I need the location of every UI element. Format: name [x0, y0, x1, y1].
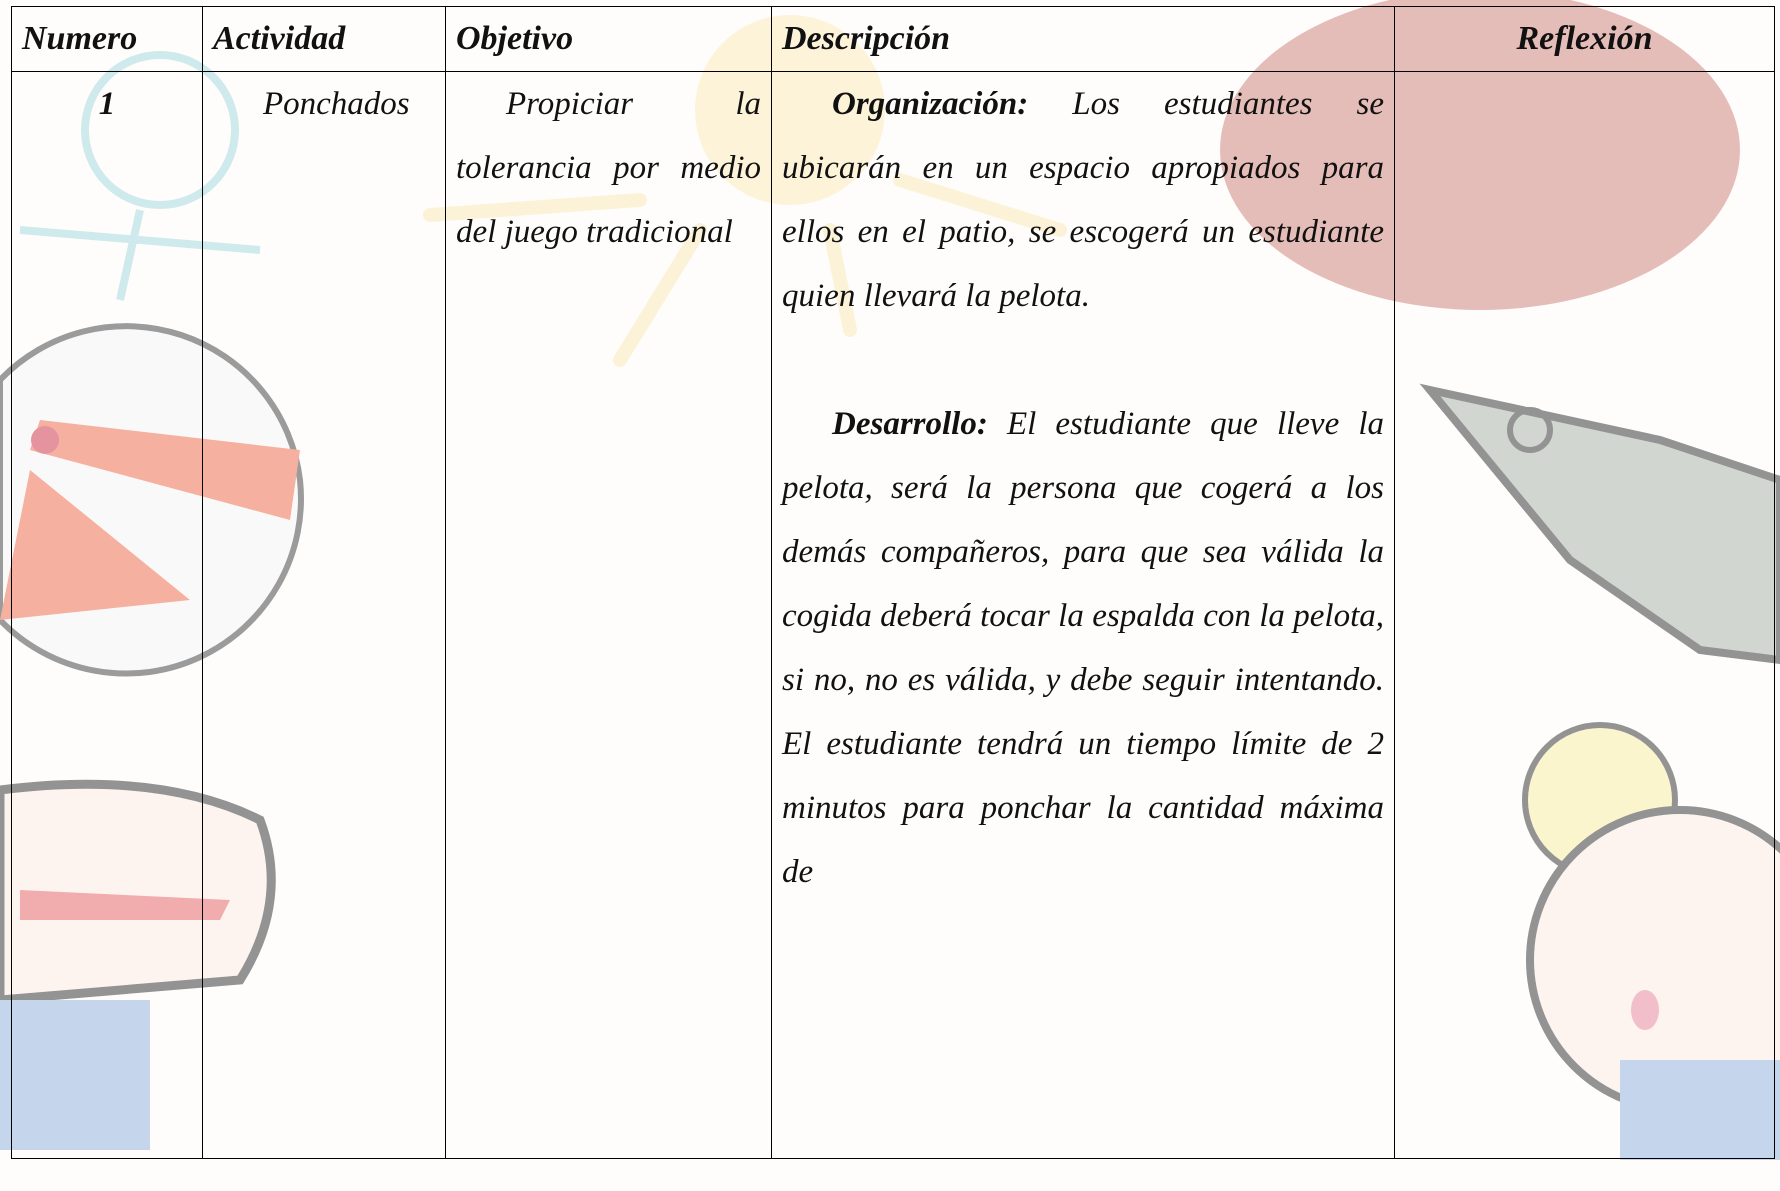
- development-paragraph: Desarrollo: El estudiante que lleve la p…: [782, 392, 1384, 904]
- header-cell: Actividad: [202, 6, 446, 72]
- header-cell: Descripción: [771, 6, 1395, 72]
- activity-cell: Ponchados: [202, 71, 446, 1159]
- number-cell: 1: [11, 71, 203, 1159]
- organization-text: Los estudiantes se ubicarán en un espaci…: [782, 86, 1385, 314]
- reflection-cell: [1394, 71, 1775, 1159]
- header-cell: Reflexión: [1394, 6, 1775, 72]
- header-row: Numero Actividad Objetivo Descripción Re…: [11, 6, 1775, 72]
- organization-paragraph: Organización: Los estudiantes se ubicará…: [782, 73, 1385, 329]
- organization-label: Organización:: [832, 86, 1029, 122]
- objective-cell: Propiciar la tolerancia por medio del ju…: [445, 71, 772, 1159]
- development-text: El estudiante que lleve la pelota, será …: [782, 406, 1385, 890]
- activity-table: Numero Actividad Objetivo Descripción Re…: [11, 6, 1775, 1159]
- description-cell: Organización: Los estudiantes se ubicará…: [771, 71, 1395, 1159]
- header-cell: Objetivo: [445, 6, 772, 72]
- header-cell: Numero: [11, 6, 203, 72]
- development-label: Desarrollo:: [832, 406, 988, 442]
- row: 1 Ponchados Propiciar la tolerancia por …: [11, 71, 1775, 1159]
